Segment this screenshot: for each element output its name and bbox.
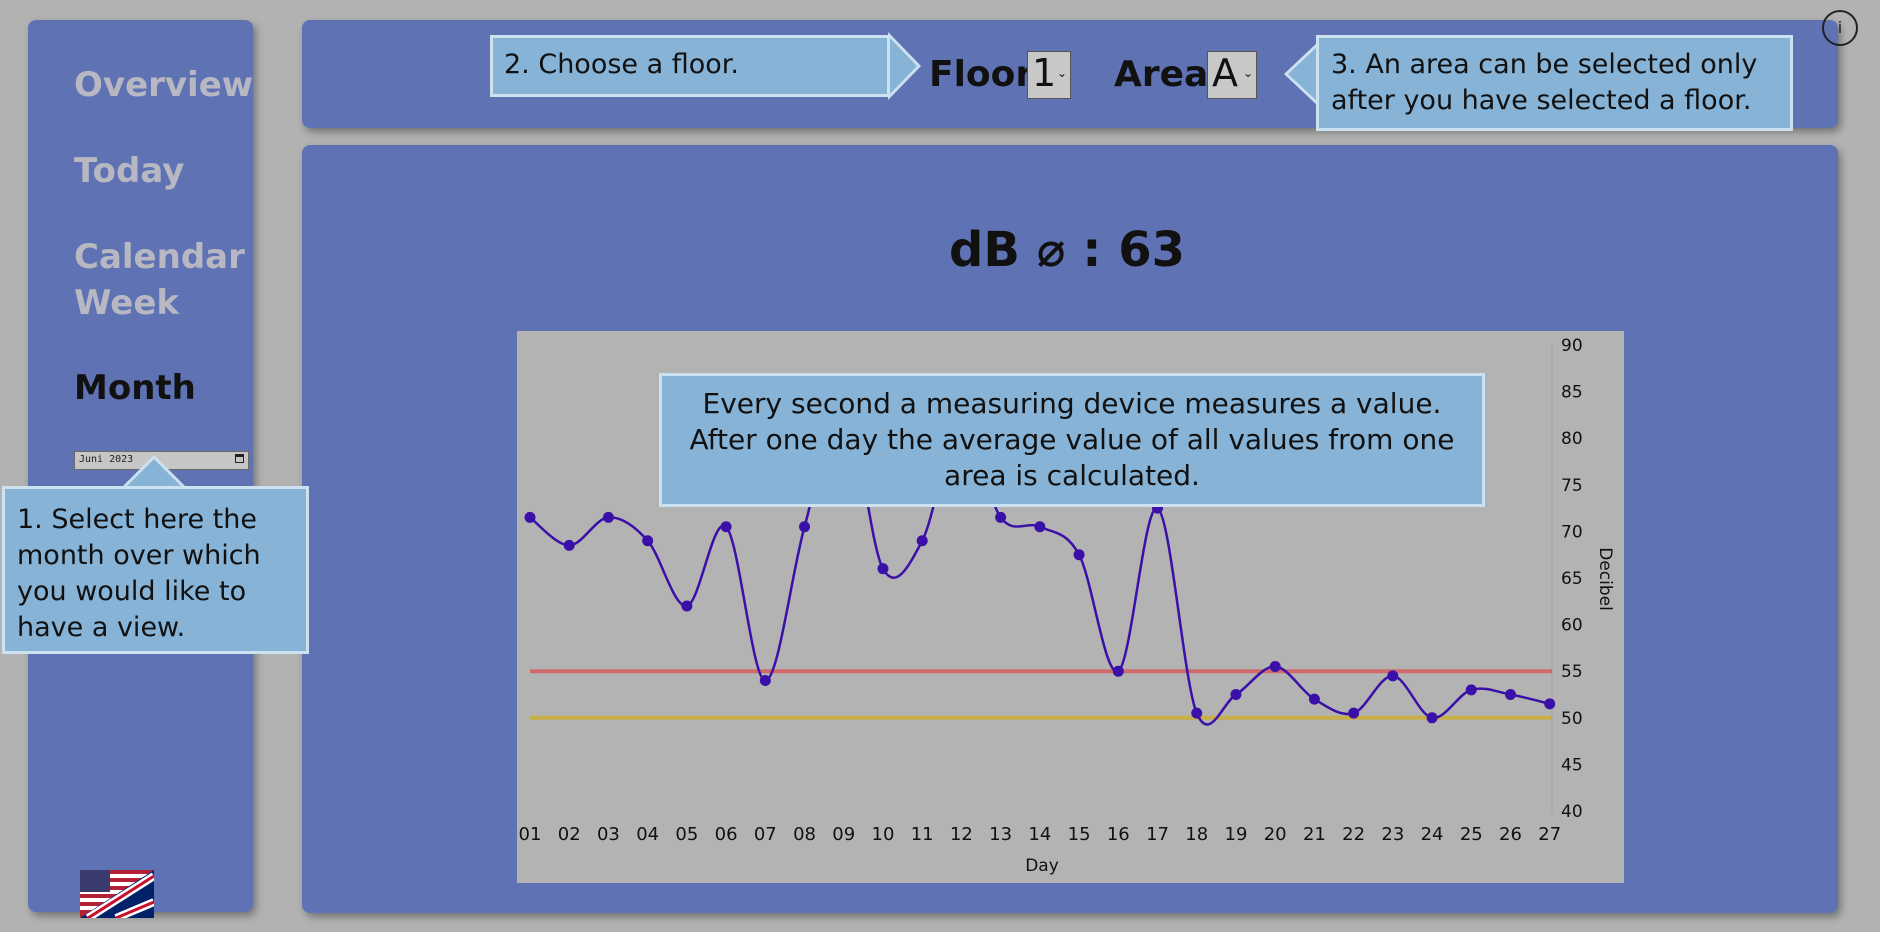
data-point[interactable] bbox=[642, 535, 654, 547]
x-tick-label: 08 bbox=[793, 824, 816, 845]
x-tick-label: 21 bbox=[1303, 824, 1326, 845]
data-point[interactable] bbox=[681, 600, 693, 612]
x-tick-label: 18 bbox=[1185, 824, 1208, 845]
x-tick-label: 01 bbox=[519, 824, 542, 845]
y-tick-label: 65 bbox=[1561, 569, 1583, 589]
x-tick-label: 09 bbox=[832, 824, 855, 845]
data-point[interactable] bbox=[1505, 689, 1516, 700]
sidebar: Overview Today Calendar Week Month Juni … bbox=[28, 20, 254, 918]
data-point[interactable] bbox=[1308, 693, 1320, 705]
data-point[interactable] bbox=[1230, 689, 1242, 700]
x-tick-label: 27 bbox=[1538, 824, 1561, 845]
data-point[interactable] bbox=[799, 521, 811, 533]
area-label: Area: bbox=[1114, 54, 1223, 95]
x-tick-label: 16 bbox=[1107, 824, 1130, 845]
floor-select[interactable]: 1 ⌄ bbox=[1027, 51, 1071, 99]
data-point[interactable] bbox=[877, 563, 889, 575]
x-tick-label: 13 bbox=[989, 824, 1012, 845]
y-tick-label: 50 bbox=[1561, 709, 1583, 729]
area-select-value: A bbox=[1212, 51, 1238, 95]
y-tick-label: 60 bbox=[1561, 616, 1583, 636]
x-tick-label: 19 bbox=[1225, 824, 1248, 845]
data-point[interactable] bbox=[1191, 707, 1203, 719]
x-tick-label: 23 bbox=[1381, 824, 1404, 845]
data-point[interactable] bbox=[995, 511, 1007, 523]
x-tick-label: 02 bbox=[558, 824, 581, 845]
data-point[interactable] bbox=[563, 539, 575, 551]
floor-select-value: 1 bbox=[1032, 51, 1057, 95]
x-tick-label: 22 bbox=[1342, 824, 1365, 845]
x-tick-label: 24 bbox=[1421, 824, 1444, 845]
month-picker-input[interactable]: Juni 2023 bbox=[74, 451, 249, 470]
floor-help-callout: 2. Choose a floor. bbox=[490, 35, 890, 97]
x-tick-label: 17 bbox=[1146, 824, 1169, 845]
y-tick-label: 70 bbox=[1561, 522, 1583, 542]
month-help-callout: 1. Select here the month over which you … bbox=[2, 486, 309, 654]
area-help-callout: 3. An area can be selected only after yo… bbox=[1316, 35, 1793, 131]
x-tick-label: 12 bbox=[950, 824, 973, 845]
area-select[interactable]: A ⌄ bbox=[1207, 51, 1257, 99]
data-point[interactable] bbox=[916, 535, 928, 547]
data-point[interactable] bbox=[1269, 661, 1281, 673]
data-point[interactable] bbox=[524, 511, 536, 523]
x-tick-label: 10 bbox=[872, 824, 895, 845]
data-point[interactable] bbox=[1465, 684, 1477, 696]
month-picker-value: Juni 2023 bbox=[79, 454, 134, 465]
x-tick-label: 26 bbox=[1499, 824, 1522, 845]
x-axis-label: Day bbox=[1025, 856, 1059, 876]
y-tick-label: 55 bbox=[1561, 662, 1583, 682]
y-tick-label: 75 bbox=[1561, 476, 1583, 496]
x-tick-label: 04 bbox=[636, 824, 659, 845]
nav-today[interactable]: Today bbox=[74, 151, 185, 191]
data-point[interactable] bbox=[1034, 521, 1046, 533]
x-tick-label: 03 bbox=[597, 824, 620, 845]
english-flag-icon[interactable] bbox=[80, 870, 154, 918]
data-point[interactable] bbox=[1387, 670, 1399, 682]
x-tick-label: 11 bbox=[911, 824, 934, 845]
chevron-down-icon: ⌄ bbox=[1242, 66, 1253, 80]
x-tick-label: 05 bbox=[675, 824, 698, 845]
info-button[interactable]: i bbox=[1822, 10, 1858, 46]
x-tick-label: 07 bbox=[754, 824, 777, 845]
data-point[interactable] bbox=[720, 521, 732, 533]
data-point[interactable] bbox=[1544, 698, 1556, 710]
measurement-info-callout: Every second a measuring device measures… bbox=[659, 373, 1485, 507]
chevron-down-icon: ⌄ bbox=[1056, 66, 1067, 80]
data-point[interactable] bbox=[759, 675, 771, 687]
data-point[interactable] bbox=[1348, 707, 1360, 719]
x-tick-label: 14 bbox=[1028, 824, 1051, 845]
average-decibel: dB ⌀ : 63 bbox=[949, 222, 1185, 278]
y-tick-label: 90 bbox=[1561, 336, 1583, 356]
nav-month[interactable]: Month bbox=[74, 368, 196, 408]
y-tick-label: 45 bbox=[1561, 755, 1583, 775]
x-tick-label: 20 bbox=[1264, 824, 1287, 845]
x-tick-label: 25 bbox=[1460, 824, 1483, 845]
data-point[interactable] bbox=[1426, 712, 1438, 724]
data-point[interactable] bbox=[1112, 665, 1124, 677]
x-tick-label: 15 bbox=[1068, 824, 1091, 845]
x-tick-label: 06 bbox=[715, 824, 738, 845]
y-axis-label: Decibel bbox=[1595, 547, 1615, 611]
data-point[interactable] bbox=[602, 511, 614, 523]
y-tick-label: 40 bbox=[1561, 802, 1583, 822]
y-tick-label: 85 bbox=[1561, 383, 1583, 403]
y-tick-label: 80 bbox=[1561, 429, 1583, 449]
nav-overview[interactable]: Overview bbox=[74, 65, 254, 105]
nav-calendar-week[interactable]: Calendar Week bbox=[74, 237, 245, 323]
data-point[interactable] bbox=[1073, 549, 1085, 561]
calendar-icon[interactable] bbox=[235, 454, 244, 463]
